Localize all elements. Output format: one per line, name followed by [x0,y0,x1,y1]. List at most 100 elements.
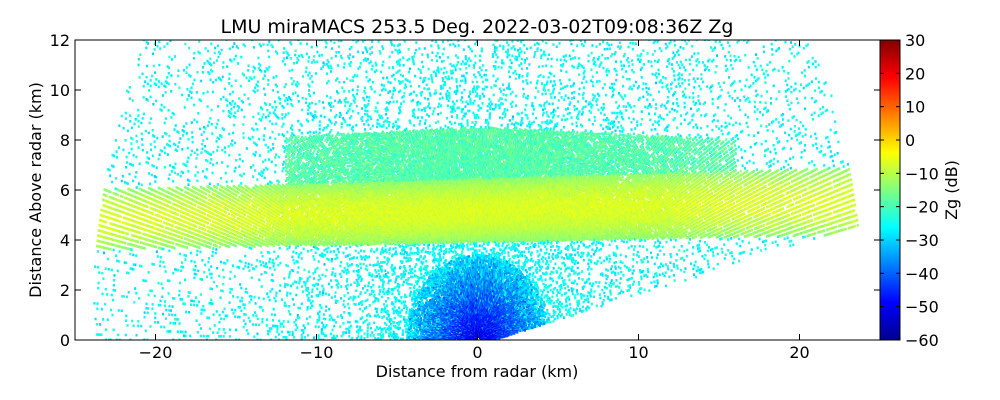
reflectivity-cell [321,322,323,325]
reflectivity-cell [197,153,199,156]
reflectivity-cell [306,287,308,290]
reflectivity-cell [266,324,268,327]
reflectivity-cell [200,151,202,154]
reflectivity-cell [118,124,120,127]
reflectivity-cell [345,270,347,273]
reflectivity-cell [143,113,145,116]
reflectivity-cell [356,264,358,267]
reflectivity-cell [105,267,107,270]
reflectivity-cell [292,334,294,337]
reflectivity-cell [209,287,211,290]
reflectivity-cell [353,303,355,306]
reflectivity-cell [283,325,285,328]
reflectivity-cell [131,127,133,130]
reflectivity-cell [175,243,177,246]
reflectivity-cell [103,252,105,255]
reflectivity-cell [229,288,231,291]
reflectivity-cell [187,179,189,182]
reflectivity-cell [351,263,353,266]
reflectivity-cell [148,271,150,274]
reflectivity-cell [105,288,107,291]
reflectivity-cell [168,313,170,316]
reflectivity-cell [295,260,297,263]
reflectivity-cell [326,269,328,272]
reflectivity-cell [252,314,254,317]
reflectivity-cell [238,184,240,187]
reflectivity-cell [313,277,315,280]
reflectivity-cell [256,333,258,336]
reflectivity-cell [102,199,104,202]
reflectivity-cell [360,335,362,338]
reflectivity-cell [135,254,137,257]
reflectivity-cell [223,335,225,338]
reflectivity-cell [347,292,349,295]
reflectivity-cell [204,175,206,178]
reflectivity-cell [102,318,104,321]
reflectivity-cell [138,146,140,149]
reflectivity-cell [161,296,163,299]
reflectivity-cell [325,309,327,312]
reflectivity-cell [117,270,119,273]
reflectivity-cell [149,122,151,125]
reflectivity-cell [382,333,384,336]
reflectivity-cell [186,160,188,163]
reflectivity-cell [281,331,283,334]
reflectivity-cell [359,326,361,329]
reflectivity-cell [144,311,146,314]
reflectivity-cell [207,230,209,233]
reflectivity-cell [293,262,295,265]
reflectivity-cell [149,207,151,210]
reflectivity-cell [383,303,385,306]
reflectivity-cell [208,199,210,202]
reflectivity-cell [169,140,171,143]
reflectivity-cell [273,297,275,300]
reflectivity-cell [136,334,138,337]
reflectivity-cell [97,266,99,269]
reflectivity-cell [230,210,232,213]
reflectivity-cell [133,263,135,266]
reflectivity-cell [130,137,132,140]
reflectivity-cell [411,308,413,311]
reflectivity-cell [200,186,202,189]
reflectivity-cell [307,250,309,253]
reflectivity-cell [370,286,372,289]
reflectivity-cell [204,150,206,153]
reflectivity-cell [257,318,259,321]
reflectivity-cell [286,294,288,297]
reflectivity-cell [231,308,233,311]
reflectivity-cell [354,281,356,284]
reflectivity-cell [98,224,100,227]
reflectivity-cell [126,296,128,299]
reflectivity-cell [260,264,262,267]
reflectivity-cell [129,163,131,166]
reflectivity-cell [98,271,100,274]
reflectivity-cell [372,284,374,287]
reflectivity-cell [174,163,176,166]
reflectivity-cell [313,336,315,339]
reflectivity-cell [295,252,297,255]
reflectivity-cell [191,136,193,139]
reflectivity-cell [258,297,260,300]
reflectivity-cell [142,233,144,236]
reflectivity-cell [252,323,254,326]
reflectivity-cell [158,158,160,161]
reflectivity-cell [367,285,369,288]
reflectivity-cell [193,277,195,280]
reflectivity-cell [104,188,106,191]
reflectivity-cell [361,316,363,319]
reflectivity-cell [343,300,345,303]
reflectivity-cell [204,145,206,148]
reflectivity-cell [195,265,197,268]
reflectivity-cell [232,264,234,267]
reflectivity-cell [310,249,312,252]
reflectivity-cell [127,243,129,246]
reflectivity-cell [184,186,186,189]
reflectivity-cell [211,192,213,195]
reflectivity-cell [297,207,299,210]
reflectivity-cell [292,283,294,286]
reflectivity-cell [202,170,204,173]
reflectivity-cell [271,288,273,291]
reflectivity-cell [239,300,241,303]
reflectivity-cell [215,248,217,251]
reflectivity-cell [301,329,303,332]
